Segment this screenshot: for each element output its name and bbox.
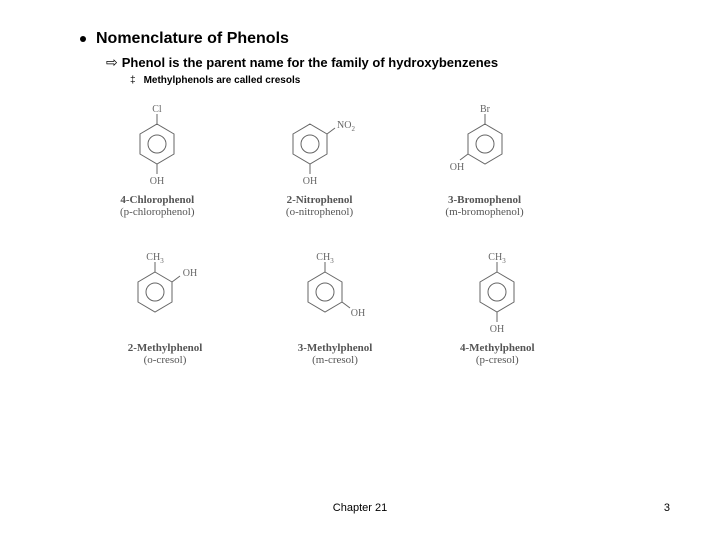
sub2-text: Methylphenols are called cresols <box>144 75 301 86</box>
sub1-row: ⇨ Phenol is the parent name for the fami… <box>106 54 660 71</box>
svg-text:OH: OH <box>302 176 316 187</box>
molecule-5: CH3 OH 3-Methylphenol (m-cresol) <box>290 248 380 366</box>
molecule-2: NO2 OH 2-Nitrophenol (o-nitrophenol) <box>275 100 365 218</box>
svg-text:OH: OH <box>351 308 365 319</box>
label-5-main: 3-Methylphenol <box>298 342 373 354</box>
diagram-row-1: Cl OH 4-Chlorophenol (p-chlorophenol) NO… <box>120 100 660 218</box>
openbullet-icon: ‡ <box>130 75 136 86</box>
svg-text:NO2: NO2 <box>337 120 355 133</box>
page-number: 3 <box>664 502 670 514</box>
label-2-sub: (o-nitrophenol) <box>286 206 353 218</box>
molecule-3: Br OH 3-Bromophenol (m-bromophenol) <box>445 100 525 218</box>
label-3-main: 3-Bromophenol <box>448 194 521 206</box>
label-4-main: 2-Methylphenol <box>128 342 203 354</box>
label-6-sub: (p-cresol) <box>476 354 519 366</box>
label-4-sub: (o-cresol) <box>144 354 187 366</box>
label-6-main: 4-Methylphenol <box>460 342 535 354</box>
structure-1: Cl OH <box>122 100 192 190</box>
diagram-grid: Cl OH 4-Chlorophenol (p-chlorophenol) NO… <box>120 100 660 366</box>
label-5-sub: (m-cresol) <box>312 354 358 366</box>
label-2-main: 2-Nitrophenol <box>287 194 353 206</box>
label-3-sub: (m-bromophenol) <box>445 206 523 218</box>
structure-4: CH3 OH <box>120 248 210 338</box>
structure-3: Br OH <box>445 100 525 190</box>
structure-5: CH3 OH <box>290 248 380 338</box>
svg-text:OH: OH <box>449 162 463 173</box>
label-1-main: 4-Chlorophenol <box>120 194 194 206</box>
label-1-sub: (p-chlorophenol) <box>120 206 195 218</box>
title-row: Nomenclature of Phenols <box>80 30 660 48</box>
slide-content: Nomenclature of Phenols ⇨ Phenol is the … <box>0 0 720 366</box>
arrow-icon: ⇨ <box>106 54 118 71</box>
svg-text:Cl: Cl <box>153 104 163 115</box>
diagram-row-2: CH3 OH 2-Methylphenol (o-cresol) CH3 OH <box>120 248 660 366</box>
svg-text:OH: OH <box>150 176 164 187</box>
svg-text:Br: Br <box>480 104 491 115</box>
structure-2: NO2 OH <box>275 100 365 190</box>
molecule-6: CH3 OH 4-Methylphenol (p-cresol) <box>460 248 535 366</box>
svg-text:OH: OH <box>490 324 504 335</box>
sub2-row: ‡ Methylphenols are called cresols <box>130 75 660 86</box>
slide-title: Nomenclature of Phenols <box>96 30 289 48</box>
bullet-icon <box>80 36 86 42</box>
footer-chapter: Chapter 21 <box>0 502 720 514</box>
sub1-text: Phenol is the parent name for the family… <box>122 55 498 70</box>
molecule-4: CH3 OH 2-Methylphenol (o-cresol) <box>120 248 210 366</box>
svg-text:OH: OH <box>183 268 197 279</box>
molecule-1: Cl OH 4-Chlorophenol (p-chlorophenol) <box>120 100 195 218</box>
structure-6: CH3 OH <box>462 248 532 338</box>
